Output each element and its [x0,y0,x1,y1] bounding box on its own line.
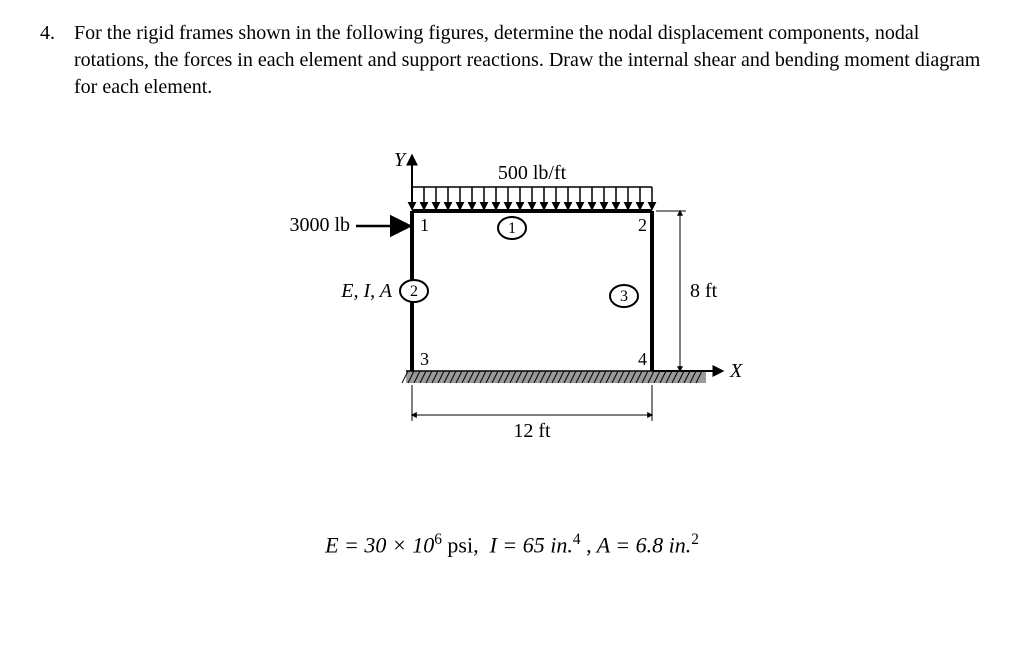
I-exp: 4 [573,531,581,548]
svg-text:E, I, A: E, I, A [340,280,393,302]
frame-diagram: Y X 500 lb/ft 3000 lb 1 2 3 4 1 2 3 E, I, A 8 ft 12 f… [232,131,792,471]
E-label: E = 30 × 10 [325,532,434,557]
svg-text:12 ft: 12 ft [513,420,551,442]
problem-text: For the rigid frames shown in the follow… [74,20,984,101]
material-properties: E = 30 × 106 psi, I = 65 in.4 , A = 6.8 … [40,531,984,558]
svg-text:2: 2 [410,283,418,300]
I-label: I = 65 in. [490,532,573,557]
svg-text:2: 2 [638,215,647,235]
A-label: , A = 6.8 in. [586,532,691,557]
svg-text:500 lb/ft: 500 lb/ft [498,162,567,184]
svg-text:8 ft: 8 ft [690,280,718,302]
svg-text:3: 3 [420,349,429,369]
svg-text:3: 3 [620,288,628,305]
problem-statement: 4. For the rigid frames shown in the fol… [40,20,984,101]
svg-text:X: X [729,360,743,382]
svg-text:3000 lb: 3000 lb [289,214,350,236]
A-exp: 2 [691,531,699,548]
E-unit: psi, [447,532,478,557]
svg-text:1: 1 [508,220,516,237]
figure-container: Y X 500 lb/ft 3000 lb 1 2 3 4 1 2 3 E, I, A 8 ft 12 f… [40,131,984,471]
E-exp: 6 [434,531,442,548]
problem-number: 4. [40,20,64,47]
svg-text:1: 1 [420,215,429,235]
svg-text:4: 4 [638,349,647,369]
svg-text:Y: Y [394,149,407,171]
